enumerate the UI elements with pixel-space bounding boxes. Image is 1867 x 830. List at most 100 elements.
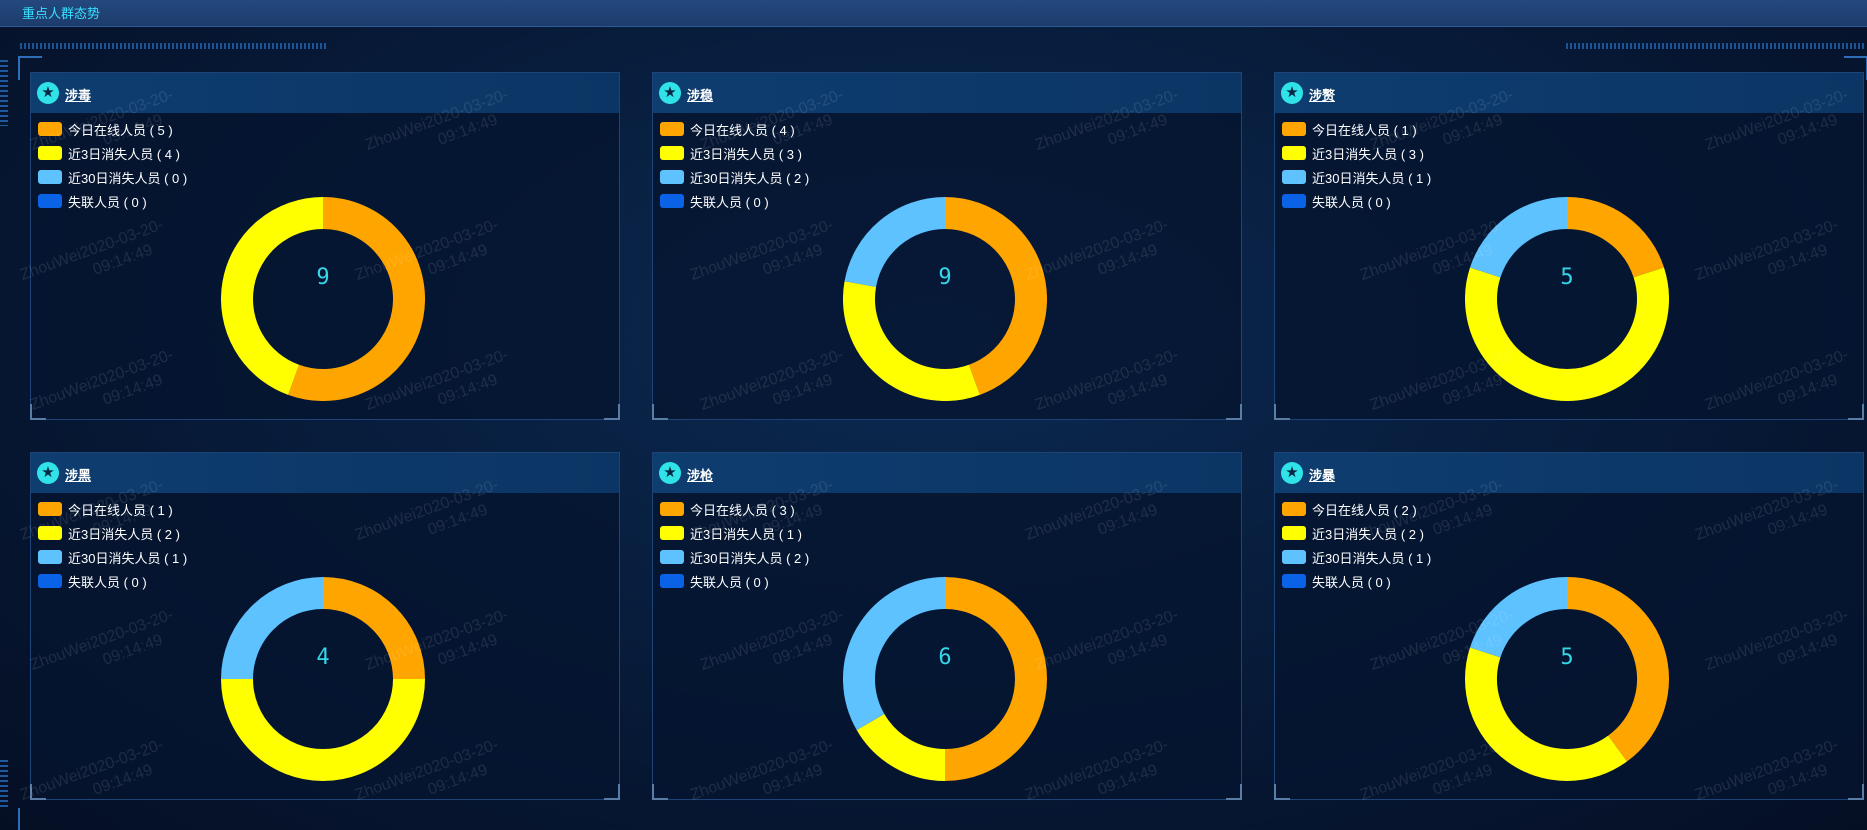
legend-item[interactable]: 今日在线人员 ( 1 ) bbox=[1282, 117, 1431, 141]
donut-slice-online[interactable] bbox=[1566, 577, 1669, 762]
panel-title[interactable]: 涉黑 bbox=[65, 468, 92, 483]
donut-chart bbox=[221, 577, 425, 781]
donut-slice-recent30[interactable] bbox=[844, 197, 946, 288]
legend-label: 失联人员 ( 0 ) bbox=[1312, 194, 1391, 210]
legend-item[interactable]: 近30日消失人员 ( 2 ) bbox=[660, 545, 809, 569]
donut-slice-recent30[interactable] bbox=[221, 577, 324, 680]
legend-label: 近30日消失人员 ( 2 ) bbox=[690, 170, 810, 186]
legend-swatch bbox=[660, 574, 684, 588]
legend-item[interactable]: 失联人员 ( 0 ) bbox=[660, 569, 809, 593]
legend-label: 今日在线人员 ( 1 ) bbox=[68, 502, 173, 518]
legend-swatch bbox=[38, 170, 62, 184]
donut-slice-recent3[interactable] bbox=[221, 678, 425, 781]
donut-slice-online[interactable] bbox=[1566, 197, 1665, 278]
legend-item[interactable]: 今日在线人员 ( 2 ) bbox=[1282, 497, 1431, 521]
decorative-stripe-right bbox=[1566, 43, 1866, 49]
legend-swatch bbox=[1282, 574, 1306, 588]
legend-item[interactable]: 失联人员 ( 0 ) bbox=[660, 189, 809, 213]
star-icon: ★ bbox=[37, 462, 59, 484]
legend-swatch bbox=[1282, 526, 1306, 540]
donut-slice-online[interactable] bbox=[944, 197, 1047, 395]
legend-item[interactable]: 近3日消失人员 ( 4 ) bbox=[38, 141, 187, 165]
donut-slice-recent30[interactable] bbox=[1469, 577, 1568, 658]
panel-title[interactable]: 涉稳 bbox=[687, 88, 714, 103]
side-ticks-bottom bbox=[0, 760, 8, 810]
legend-label: 近3日消失人员 ( 3 ) bbox=[1312, 146, 1424, 162]
legend-swatch bbox=[38, 146, 62, 160]
legend-item[interactable]: 今日在线人员 ( 4 ) bbox=[660, 117, 809, 141]
legend-label: 今日在线人员 ( 2 ) bbox=[1312, 502, 1417, 518]
legend-label: 近3日消失人员 ( 1 ) bbox=[690, 526, 802, 542]
donut-slice-online[interactable] bbox=[288, 197, 425, 401]
legend-swatch bbox=[660, 170, 684, 184]
legend: 今日在线人员 ( 5 ) 近3日消失人员 ( 4 ) 近30日消失人员 ( 0 … bbox=[38, 117, 187, 213]
panel-corner-bottom-left bbox=[30, 784, 46, 800]
legend-item[interactable]: 近30日消失人员 ( 2 ) bbox=[660, 165, 809, 189]
panel-header: ★ 涉稳 bbox=[653, 73, 1241, 113]
panel-title[interactable]: 涉赘 bbox=[1309, 88, 1336, 103]
legend-swatch bbox=[38, 194, 62, 208]
legend-swatch bbox=[660, 502, 684, 516]
legend-item[interactable]: 近30日消失人员 ( 0 ) bbox=[38, 165, 187, 189]
panel-corner-bottom-right bbox=[1848, 404, 1864, 420]
donut-chart bbox=[1465, 577, 1669, 781]
donut-slice-recent30[interactable] bbox=[1469, 197, 1568, 278]
legend-item[interactable]: 近30日消失人员 ( 1 ) bbox=[1282, 165, 1431, 189]
donut-slice-recent3[interactable] bbox=[221, 197, 324, 395]
legend-label: 今日在线人员 ( 1 ) bbox=[1312, 122, 1417, 138]
legend-swatch bbox=[1282, 146, 1306, 160]
legend-item[interactable]: 失联人员 ( 0 ) bbox=[38, 189, 187, 213]
panel-corner-bottom-left bbox=[30, 404, 46, 420]
total-count: 5 bbox=[1560, 265, 1574, 290]
legend-label: 今日在线人员 ( 3 ) bbox=[690, 502, 795, 518]
panel-corner-bottom-left bbox=[652, 404, 668, 420]
panel-2: ★ 涉赘 今日在线人员 ( 1 ) 近3日消失人员 ( 3 ) 近30日消失人员… bbox=[1274, 72, 1864, 420]
donut-slice-recent3[interactable] bbox=[856, 713, 946, 781]
legend-swatch bbox=[660, 122, 684, 136]
panel-corner-bottom-right bbox=[1226, 784, 1242, 800]
panel-corner-bottom-right bbox=[1226, 404, 1242, 420]
decorative-stripe-left bbox=[20, 43, 328, 49]
legend-item[interactable]: 近30日消失人员 ( 1 ) bbox=[38, 545, 187, 569]
panel-corner-bottom-right bbox=[604, 784, 620, 800]
legend-item[interactable]: 近3日消失人员 ( 3 ) bbox=[1282, 141, 1431, 165]
donut-slice-online[interactable] bbox=[322, 577, 425, 680]
legend: 今日在线人员 ( 4 ) 近3日消失人员 ( 3 ) 近30日消失人员 ( 2 … bbox=[660, 117, 809, 213]
donut-chart bbox=[843, 577, 1047, 781]
donut-slice-recent30[interactable] bbox=[843, 577, 946, 730]
panel-header: ★ 涉枪 bbox=[653, 453, 1241, 493]
legend-item[interactable]: 近3日消失人员 ( 1 ) bbox=[660, 521, 809, 545]
panel-title[interactable]: 涉毒 bbox=[65, 88, 92, 103]
legend-swatch bbox=[660, 146, 684, 160]
legend-label: 近3日消失人员 ( 2 ) bbox=[68, 526, 180, 542]
panel-header: ★ 涉赘 bbox=[1275, 73, 1863, 113]
star-icon: ★ bbox=[659, 462, 681, 484]
star-icon: ★ bbox=[1281, 82, 1303, 104]
donut-chart bbox=[843, 197, 1047, 401]
legend-item[interactable]: 失联人员 ( 0 ) bbox=[38, 569, 187, 593]
donut-slice-online[interactable] bbox=[944, 577, 1047, 781]
legend-label: 今日在线人员 ( 4 ) bbox=[690, 122, 795, 138]
legend-swatch bbox=[38, 574, 62, 588]
panel-title[interactable]: 涉枪 bbox=[687, 468, 714, 483]
panel-title[interactable]: 涉暴 bbox=[1309, 468, 1336, 483]
legend-item[interactable]: 失联人员 ( 0 ) bbox=[1282, 569, 1431, 593]
donut-slice-recent3[interactable] bbox=[843, 281, 980, 401]
legend-item[interactable]: 今日在线人员 ( 5 ) bbox=[38, 117, 187, 141]
legend-label: 失联人员 ( 0 ) bbox=[690, 194, 769, 210]
legend-item[interactable]: 近3日消失人员 ( 2 ) bbox=[38, 521, 187, 545]
legend-item[interactable]: 近3日消失人员 ( 2 ) bbox=[1282, 521, 1431, 545]
legend: 今日在线人员 ( 1 ) 近3日消失人员 ( 2 ) 近30日消失人员 ( 1 … bbox=[38, 497, 187, 593]
legend-item[interactable]: 失联人员 ( 0 ) bbox=[1282, 189, 1431, 213]
legend-swatch bbox=[660, 550, 684, 564]
legend-label: 近30日消失人员 ( 1 ) bbox=[1312, 550, 1432, 566]
panel-header: ★ 涉黑 bbox=[31, 453, 619, 493]
donut-slice-recent3[interactable] bbox=[1465, 647, 1627, 781]
legend-item[interactable]: 今日在线人员 ( 3 ) bbox=[660, 497, 809, 521]
legend-item[interactable]: 近3日消失人员 ( 3 ) bbox=[660, 141, 809, 165]
legend-item[interactable]: 今日在线人员 ( 1 ) bbox=[38, 497, 187, 521]
legend-item[interactable]: 近30日消失人员 ( 1 ) bbox=[1282, 545, 1431, 569]
donut-chart bbox=[1465, 197, 1669, 401]
panel-4: ★ 涉枪 今日在线人员 ( 3 ) 近3日消失人员 ( 1 ) 近30日消失人员… bbox=[652, 452, 1242, 800]
donut-slice-recent3[interactable] bbox=[1465, 267, 1669, 401]
